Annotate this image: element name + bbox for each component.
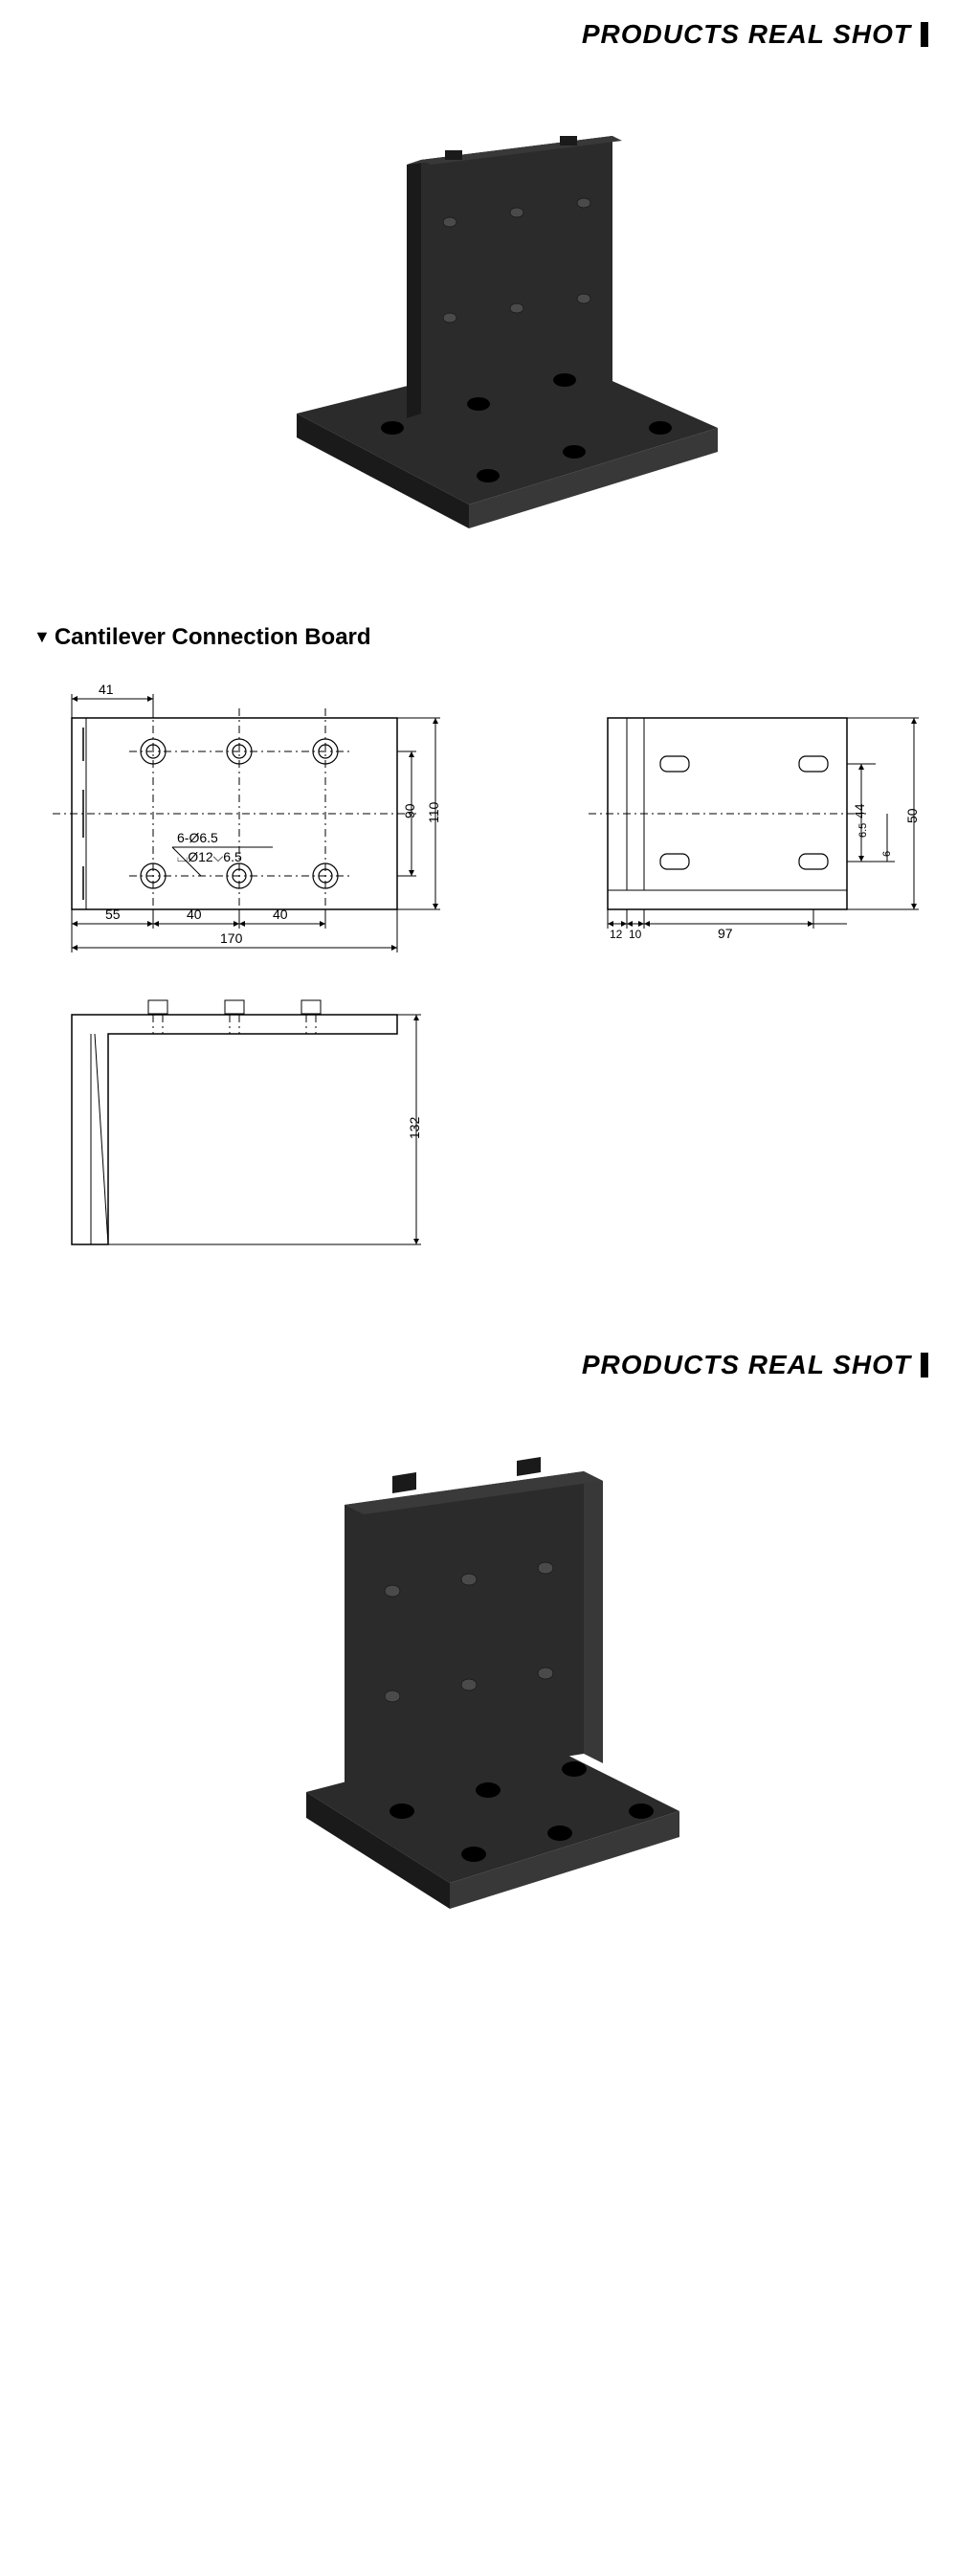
product-photo-1 bbox=[0, 59, 957, 595]
diagram-empty bbox=[569, 986, 943, 1273]
triangle-icon: ▼ bbox=[33, 627, 51, 646]
dim-55: 55 bbox=[105, 907, 121, 922]
header-title-2: PRODUCTS REAL SHOT bbox=[582, 1350, 911, 1380]
dim-170: 170 bbox=[220, 930, 243, 946]
dim-10: 10 bbox=[629, 928, 642, 941]
bracket-render-2 bbox=[230, 1419, 727, 1955]
diagram-grid: 41 90 110 6-Ø6.5 ⌴Ø12⌵6.5 bbox=[0, 661, 957, 1331]
dim-110: 110 bbox=[426, 801, 441, 823]
dim-50: 50 bbox=[904, 808, 920, 823]
diagram-top-view: 41 90 110 6-Ø6.5 ⌴Ø12⌵6.5 bbox=[33, 670, 550, 957]
dim-132: 132 bbox=[407, 1116, 422, 1139]
diagram-title-text: Cantilever Connection Board bbox=[55, 624, 371, 650]
dim-40b: 40 bbox=[273, 907, 288, 922]
hole-note-2: ⌴Ø12⌵6.5 bbox=[177, 849, 242, 864]
dim-97: 97 bbox=[718, 926, 733, 941]
dim-12: 12 bbox=[610, 928, 623, 941]
header-title: PRODUCTS REAL SHOT bbox=[582, 19, 911, 50]
diagram-side-view: 44 50 6.5 6 12 10 97 bbox=[569, 670, 943, 957]
dim-90: 90 bbox=[402, 803, 417, 818]
hole-note-1: 6-Ø6.5 bbox=[177, 830, 218, 845]
section-header: PRODUCTS REAL SHOT bbox=[0, 0, 957, 59]
diagram-front-view: 132 bbox=[33, 986, 550, 1273]
header-bar bbox=[921, 22, 928, 47]
dim-top-41: 41 bbox=[99, 682, 114, 697]
dim-44: 44 bbox=[852, 803, 867, 818]
header-bar-2 bbox=[921, 1353, 928, 1378]
dim-slot-65: 6.5 bbox=[857, 823, 869, 838]
dim-40a: 40 bbox=[187, 907, 202, 922]
dim-slot-6: 6 bbox=[881, 851, 893, 857]
diagram-section-title: ▼Cantilever Connection Board bbox=[0, 595, 957, 661]
section-header-2: PRODUCTS REAL SHOT bbox=[0, 1331, 957, 1390]
bracket-render-1 bbox=[230, 98, 727, 557]
product-photo-2 bbox=[0, 1390, 957, 1983]
